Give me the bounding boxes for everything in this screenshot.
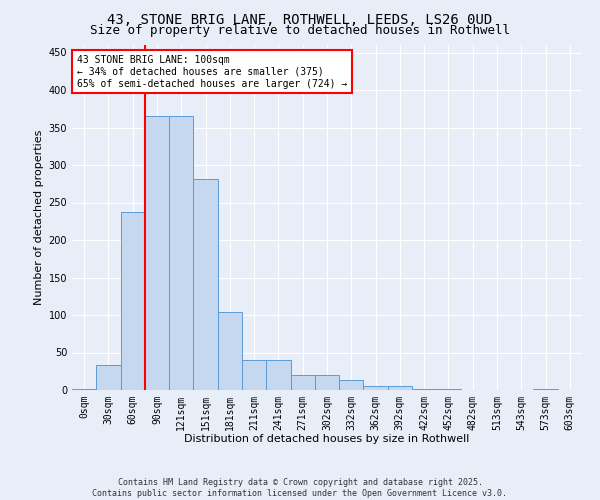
Bar <box>388 386 412 390</box>
Text: 43, STONE BRIG LANE, ROTHWELL, LEEDS, LS26 0UD: 43, STONE BRIG LANE, ROTHWELL, LEEDS, LS… <box>107 12 493 26</box>
Bar <box>290 375 315 390</box>
Bar <box>193 180 218 390</box>
Bar <box>121 212 145 390</box>
Bar <box>145 116 169 390</box>
Bar <box>266 360 290 390</box>
Text: 43 STONE BRIG LANE: 100sqm
← 34% of detached houses are smaller (375)
65% of sem: 43 STONE BRIG LANE: 100sqm ← 34% of deta… <box>77 56 347 88</box>
Bar <box>169 116 193 390</box>
Bar <box>339 380 364 390</box>
X-axis label: Distribution of detached houses by size in Rothwell: Distribution of detached houses by size … <box>184 434 470 444</box>
Bar <box>412 388 436 390</box>
Text: Contains HM Land Registry data © Crown copyright and database right 2025.
Contai: Contains HM Land Registry data © Crown c… <box>92 478 508 498</box>
Bar <box>242 360 266 390</box>
Bar <box>72 388 96 390</box>
Bar <box>364 386 388 390</box>
Y-axis label: Number of detached properties: Number of detached properties <box>34 130 44 305</box>
Bar <box>315 375 339 390</box>
Text: Size of property relative to detached houses in Rothwell: Size of property relative to detached ho… <box>90 24 510 37</box>
Bar <box>533 388 558 390</box>
Bar <box>218 312 242 390</box>
Bar <box>96 365 121 390</box>
Bar <box>436 389 461 390</box>
